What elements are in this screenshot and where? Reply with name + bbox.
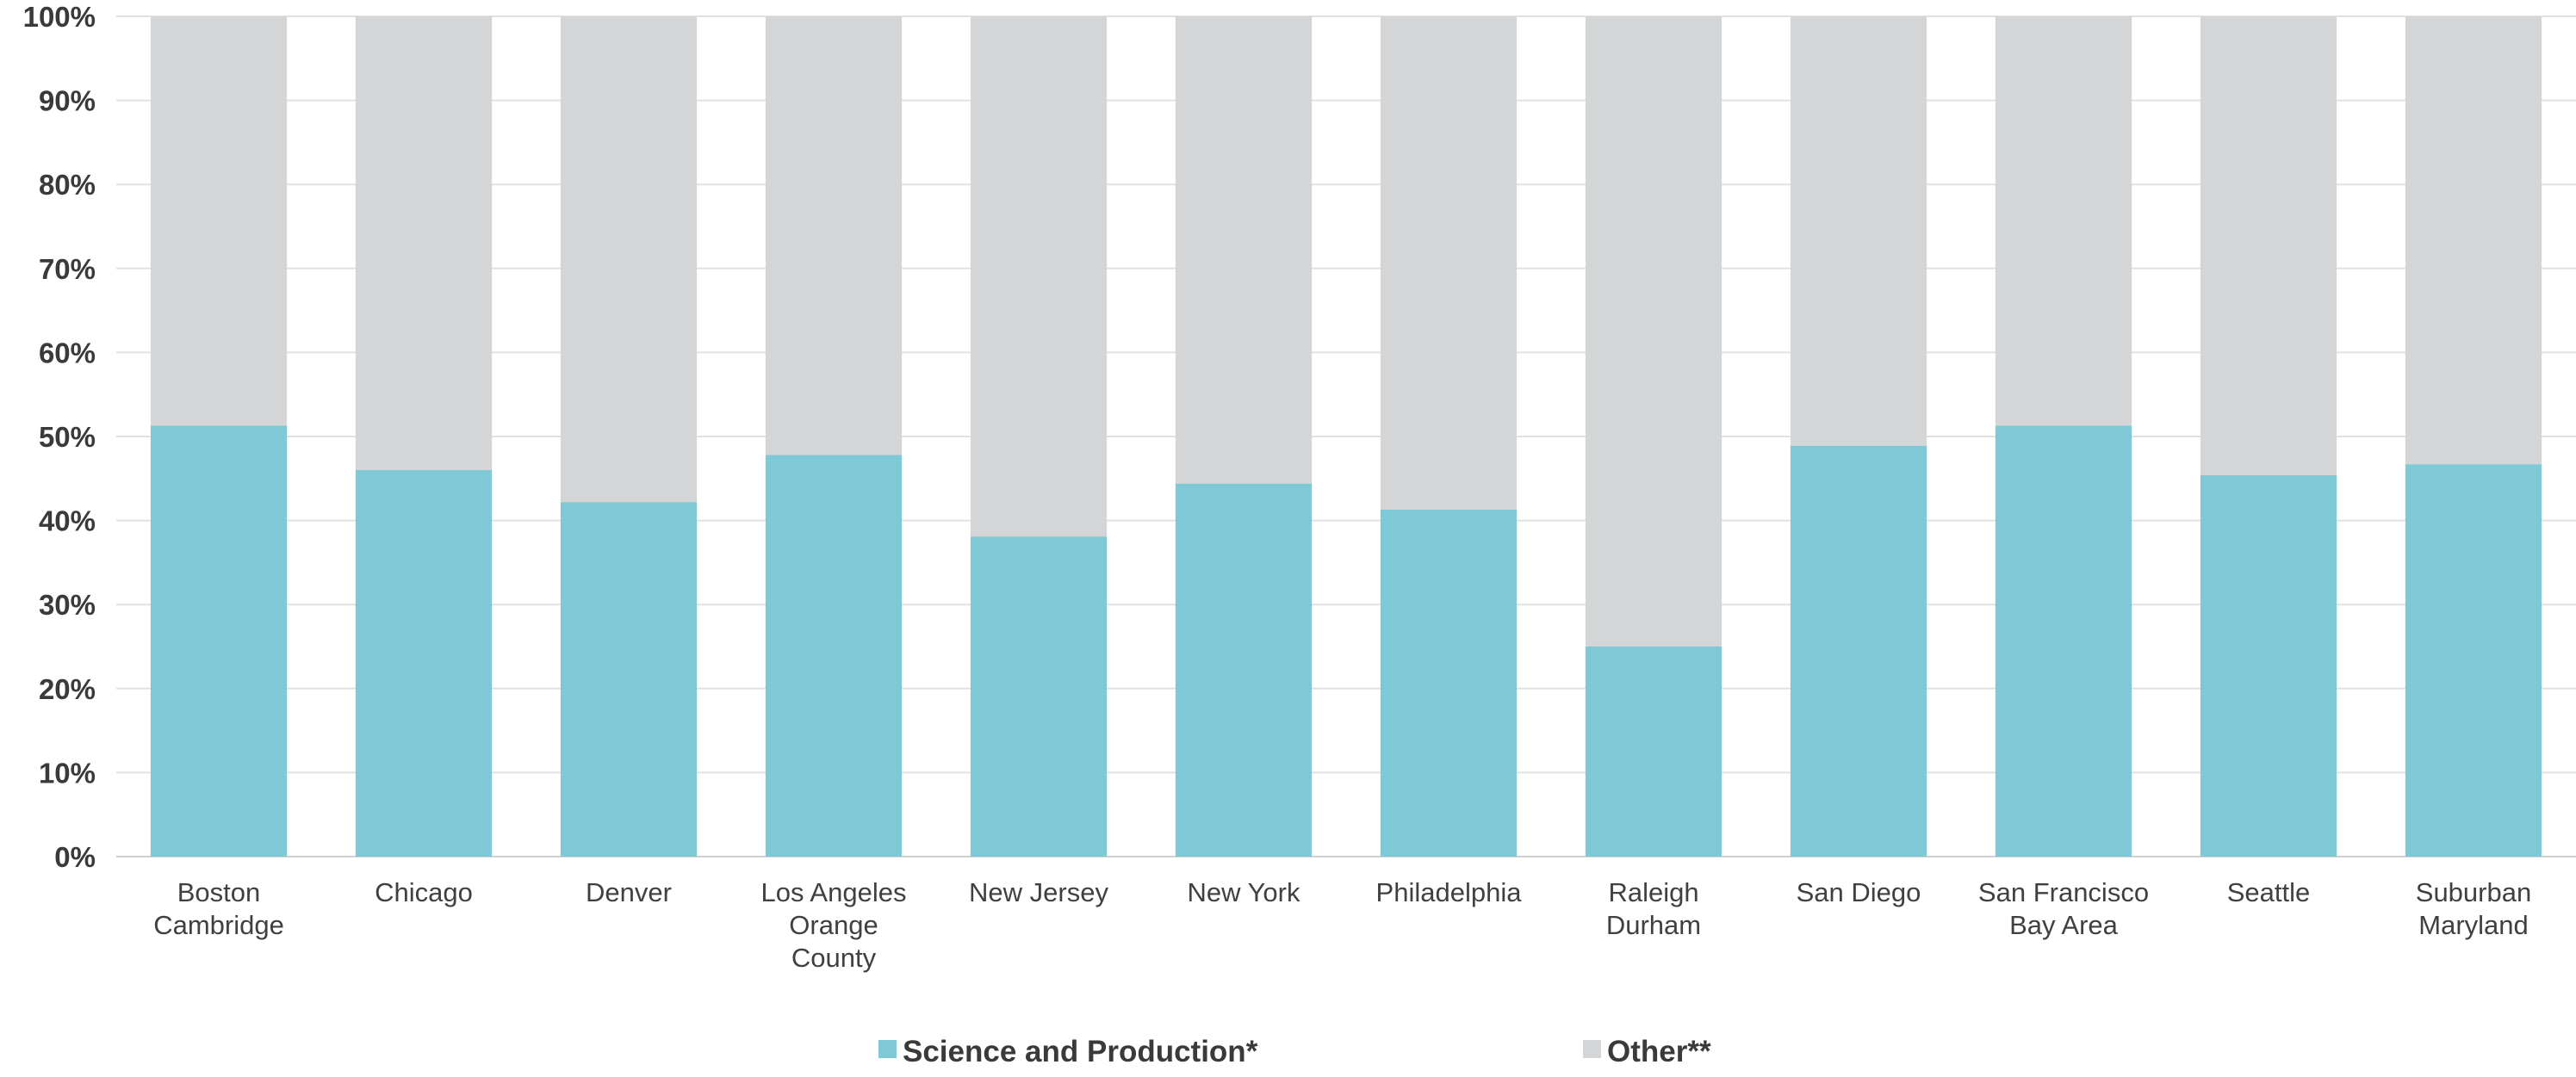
bar-other bbox=[2200, 16, 2337, 475]
y-tick-label: 100% bbox=[23, 1, 96, 33]
y-tick-label: 60% bbox=[39, 337, 96, 368]
y-axis-tick-labels: 0% 10% 20% 30% 40% 50% 60% 70% 80% 90% 100% bbox=[23, 1, 96, 873]
x-category-label: Los Angeles Orange County bbox=[761, 877, 907, 973]
bar-science-and-production bbox=[150, 425, 288, 857]
x-category-label: San Francisco Bay Area bbox=[1978, 877, 2149, 940]
x-category-label: Seattle bbox=[2227, 877, 2311, 907]
legend-label-science-and-production: Science and Production* bbox=[903, 1035, 1258, 1068]
x-category-label: Raleigh Durham bbox=[1606, 877, 1701, 940]
bar-other bbox=[150, 16, 288, 426]
bar-science-and-production bbox=[1175, 483, 1313, 857]
bar-science-and-production bbox=[1380, 509, 1518, 857]
bar-other bbox=[1790, 16, 1927, 446]
x-category-label: Philadelphia bbox=[1376, 877, 1523, 907]
bar-science-and-production bbox=[765, 455, 903, 857]
x-axis-category-labels: Boston Cambridge Chicago Denver Los Angeles O… bbox=[153, 877, 2531, 973]
y-tick-label: 10% bbox=[39, 757, 96, 789]
legend-swatch-science-and-production bbox=[878, 1040, 897, 1058]
bar-science-and-production bbox=[2200, 474, 2337, 857]
y-tick-label: 80% bbox=[39, 169, 96, 201]
x-category-label: Denver bbox=[586, 877, 672, 907]
y-tick-label: 30% bbox=[39, 589, 96, 621]
bar-other bbox=[1995, 16, 2132, 426]
bars bbox=[150, 16, 2542, 857]
bar-science-and-production bbox=[355, 470, 493, 857]
bar-other bbox=[560, 16, 698, 503]
x-category-label: Suburban Maryland bbox=[2416, 877, 2531, 940]
bar-other bbox=[970, 16, 1108, 537]
y-tick-label: 90% bbox=[39, 85, 96, 117]
y-tick-label: 40% bbox=[39, 505, 96, 537]
legend-label-other: Other** bbox=[1607, 1035, 1711, 1068]
bar-science-and-production bbox=[1585, 647, 1723, 857]
bar-science-and-production bbox=[1995, 425, 2132, 857]
x-category-label: New Jersey bbox=[969, 877, 1108, 907]
x-category-label: New York bbox=[1188, 877, 1300, 907]
bar-other bbox=[355, 16, 493, 471]
y-tick-label: 20% bbox=[39, 673, 96, 705]
bar-other bbox=[1175, 16, 1313, 484]
gridlines bbox=[116, 15, 2576, 857]
legend-swatch-other bbox=[1583, 1040, 1601, 1058]
bar-science-and-production bbox=[1790, 445, 1927, 857]
bar-science-and-production bbox=[560, 502, 698, 857]
x-category-label: Chicago bbox=[375, 877, 473, 907]
bar-other bbox=[1380, 16, 1518, 510]
x-category-label: Boston Cambridge bbox=[153, 877, 284, 940]
bar-other bbox=[765, 16, 903, 455]
bar-science-and-production bbox=[2405, 464, 2542, 857]
legend: Science and Production* Other** bbox=[878, 1035, 1711, 1068]
bar-other bbox=[1585, 16, 1723, 647]
y-tick-label: 0% bbox=[54, 841, 96, 873]
y-tick-label: 70% bbox=[39, 253, 96, 285]
bar-other bbox=[2405, 16, 2542, 465]
y-tick-label: 50% bbox=[39, 421, 96, 453]
x-category-label: San Diego bbox=[1797, 877, 1921, 907]
bar-science-and-production bbox=[970, 536, 1108, 857]
